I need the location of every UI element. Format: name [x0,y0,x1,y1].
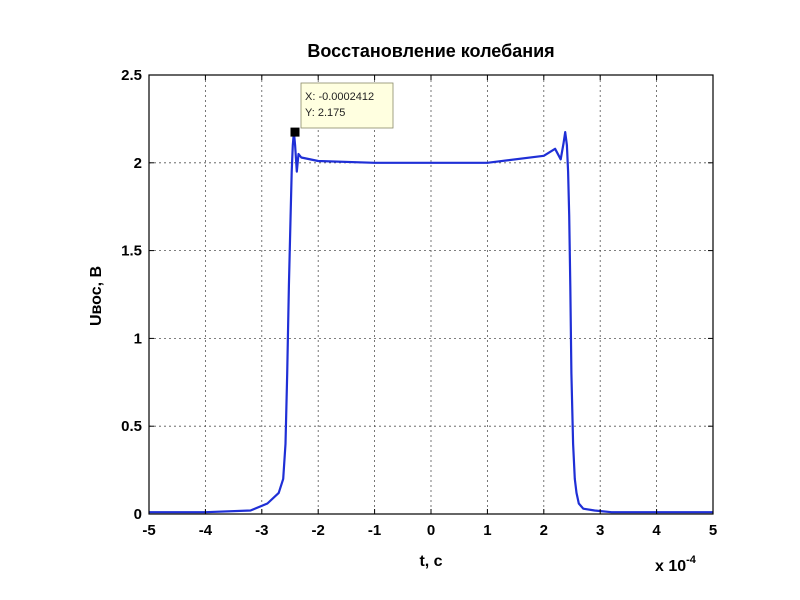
x-tick-label: -4 [199,522,213,539]
datatip[interactable]: X: -0.0002412 Y: 2.175 [300,82,394,129]
y-tick-label: 2.5 [121,67,142,84]
datatip-background [300,82,394,129]
datatip-marker[interactable] [290,127,300,137]
y-axis-label: Uвос, В [88,266,105,326]
chart-title: Восстановление колебания [307,41,554,61]
grid-horizontal [149,162,713,427]
y-tick-labels: 0 0.5 1 1.5 2 2.5 [121,67,142,523]
datatip-x: X: -0.0002412 [305,91,374,103]
x-tick-label: 5 [709,522,717,539]
x-exponent-base: x 10 [655,558,686,575]
x-tick-label: -2 [312,522,325,539]
x-tick-label: 1 [483,522,491,539]
y-tick-label: 0.5 [121,418,142,435]
grid-vertical [204,75,657,514]
x-tick-label: -5 [142,522,155,539]
y-tick-label: 1 [134,330,142,347]
x-tick-label: 4 [652,522,661,539]
x-tick-label: -3 [255,522,268,539]
x-tick-label: 0 [427,522,435,539]
datatip-y: Y: 2.175 [305,107,345,119]
x-tick-label: 2 [540,522,548,539]
x-tick-label: 3 [596,522,604,539]
x-exponent-power: -4 [686,554,697,566]
x-tick-labels: -5 -4 -3 -2 -1 0 1 2 3 4 5 [142,522,717,539]
x-tick-label: -1 [368,522,381,539]
series-line[interactable] [149,131,713,514]
y-tick-label: 0 [134,506,142,523]
series-layer [149,131,713,514]
y-tick-label: 1.5 [121,243,142,260]
axis-ticks [148,74,714,515]
x-exponent-label: x 10-4 [655,554,697,575]
y-tick-label: 2 [134,155,142,172]
x-axis-label: t, c [419,553,442,570]
